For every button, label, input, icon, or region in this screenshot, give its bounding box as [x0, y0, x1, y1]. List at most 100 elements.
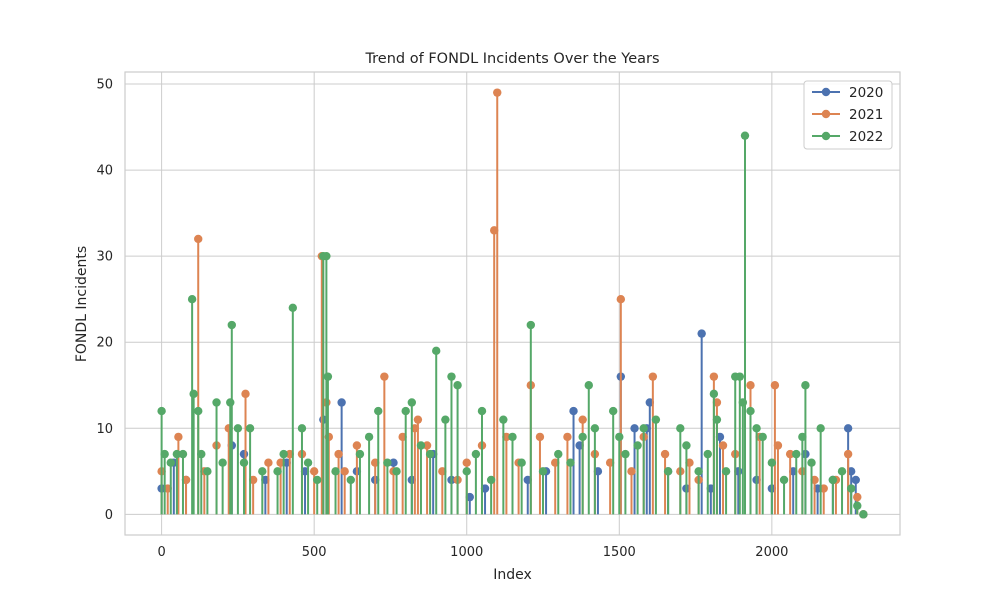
data-point: [218, 459, 226, 467]
data-point: [226, 398, 234, 406]
data-point: [569, 407, 577, 415]
data-point: [160, 450, 168, 458]
data-point: [704, 450, 712, 458]
data-point: [194, 235, 202, 243]
data-point: [340, 467, 348, 475]
legend-marker: [822, 132, 830, 140]
legend-label: 2022: [849, 129, 883, 145]
data-point: [829, 476, 837, 484]
data-point: [768, 459, 776, 467]
data-point: [240, 459, 248, 467]
data-point: [197, 450, 205, 458]
data-point: [539, 467, 547, 475]
legend: 2020 2021 2022: [804, 81, 892, 149]
data-point: [246, 424, 254, 432]
data-point: [353, 441, 361, 449]
data-point: [736, 372, 744, 380]
data-point: [630, 424, 638, 432]
data-point: [838, 467, 846, 475]
y-tick-label: 0: [105, 508, 113, 523]
data-point: [212, 398, 220, 406]
data-point: [374, 407, 382, 415]
y-tick-label: 30: [96, 250, 113, 265]
data-point: [697, 329, 705, 337]
data-point: [591, 424, 599, 432]
data-point: [499, 415, 507, 423]
data-point: [417, 441, 425, 449]
data-point: [264, 459, 272, 467]
x-tick-label: 1500: [603, 545, 636, 560]
data-point: [859, 510, 867, 518]
chart-title: Trend of FONDL Incidents Over the Years: [364, 51, 659, 67]
data-point: [414, 415, 422, 423]
data-point: [383, 459, 391, 467]
data-point: [331, 467, 339, 475]
data-point: [324, 372, 332, 380]
data-point: [447, 372, 455, 380]
data-point: [487, 476, 495, 484]
data-point: [273, 467, 281, 475]
data-point: [852, 476, 860, 484]
data-point: [408, 398, 416, 406]
data-point: [652, 415, 660, 423]
plot-area: 0 500 1000 1500 2000 0 10 20 30 40 50 2020 2021 2022: [96, 72, 900, 560]
data-point: [234, 424, 242, 432]
x-axis-label: Index: [493, 567, 532, 583]
data-point: [682, 441, 690, 449]
data-point: [228, 321, 236, 329]
data-point: [554, 450, 562, 458]
data-point: [463, 459, 471, 467]
data-point: [661, 450, 669, 458]
data-point: [847, 484, 855, 492]
data-point: [347, 476, 355, 484]
data-point: [752, 424, 760, 432]
data-point: [713, 415, 721, 423]
data-point: [157, 407, 165, 415]
data-point: [710, 372, 718, 380]
data-point: [441, 415, 449, 423]
data-point: [188, 295, 196, 303]
data-point: [527, 321, 535, 329]
y-tick-label: 40: [96, 164, 113, 179]
data-point: [676, 424, 684, 432]
data-point: [853, 493, 861, 501]
data-point: [517, 459, 525, 467]
y-tick-label: 10: [96, 422, 113, 437]
x-tick-label: 500: [302, 545, 327, 560]
data-point: [664, 467, 672, 475]
data-point: [844, 424, 852, 432]
y-tick-label: 20: [96, 336, 113, 351]
data-point: [585, 381, 593, 389]
data-point: [334, 450, 342, 458]
data-point: [279, 450, 287, 458]
data-point: [472, 450, 480, 458]
data-point: [304, 459, 312, 467]
data-point: [649, 372, 657, 380]
data-point: [240, 450, 248, 458]
legend-label: 2021: [849, 107, 883, 123]
data-point: [203, 467, 211, 475]
x-tick-label: 1000: [450, 545, 483, 560]
data-point: [508, 433, 516, 441]
data-point: [578, 415, 586, 423]
x-tick-label: 2000: [755, 545, 788, 560]
data-point: [337, 398, 345, 406]
data-point: [310, 467, 318, 475]
data-point: [710, 390, 718, 398]
data-point: [741, 131, 749, 139]
data-point: [167, 459, 175, 467]
data-point: [758, 433, 766, 441]
data-point: [432, 347, 440, 355]
data-point: [453, 381, 461, 389]
data-point: [426, 450, 434, 458]
data-point: [615, 433, 623, 441]
data-point: [241, 390, 249, 398]
data-point: [853, 502, 861, 510]
data-point: [801, 381, 809, 389]
data-point: [694, 467, 702, 475]
legend-label: 2020: [849, 85, 883, 101]
data-point: [807, 459, 815, 467]
data-point: [493, 88, 501, 96]
data-point: [774, 441, 782, 449]
